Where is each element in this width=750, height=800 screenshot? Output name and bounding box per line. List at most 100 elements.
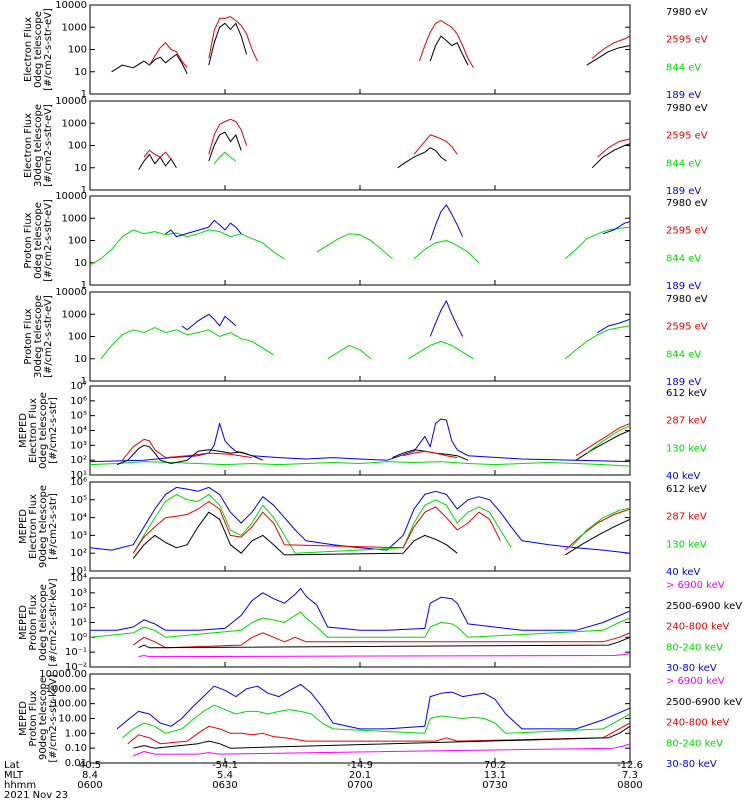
y-axis-label: [#/cm2-s-str-keV] [48, 578, 59, 666]
x-column-value: 20.1 [349, 770, 371, 781]
y-axis-label: MEPED [18, 509, 29, 544]
y-tick-label: 10⁶ [70, 477, 87, 488]
y-axis-label: [#/cm2-s-str-eV] [43, 295, 54, 378]
y-tick-label: 0.01 [65, 758, 87, 769]
y-axis-label: 0deg telescope [38, 584, 49, 661]
y-tick-label: 1 [81, 376, 87, 387]
x-column-value: 0630 [212, 780, 237, 791]
y-axis-label: Proton Flux [23, 308, 34, 364]
series-line-red [127, 722, 630, 745]
series-line-green [564, 325, 630, 360]
y-axis-label: 0deg telescope [38, 392, 49, 469]
x-column-value: -54.1 [212, 760, 238, 771]
series-line-blue [116, 683, 630, 730]
x-column-value: -12.6 [617, 760, 643, 771]
y-axis-label: 30deg telescope [33, 104, 44, 187]
series-line-green [570, 507, 630, 549]
series-line-blue [90, 486, 630, 554]
legend-entry: 7980 eV [666, 294, 708, 305]
series-line-red [208, 118, 248, 155]
y-tick-label: 10000 [55, 96, 87, 107]
legend-entry: 80-240 keV [666, 642, 723, 653]
panel-5: 10¹ 10² 10³ 10⁴ 10⁵ 10⁶ 10⁷ MEPED Electron Flux 0… [18, 381, 707, 482]
x-column-value: 0800 [617, 780, 642, 791]
series-line-black [591, 143, 630, 169]
legend-entry: 7980 eV [666, 7, 708, 18]
y-axis-label: [#/cm2-s-str-eV] [43, 8, 54, 91]
y-tick-label: 10.00 [58, 714, 87, 725]
y-tick-label: 1000 [62, 213, 87, 224]
x-row-label: Lat [4, 760, 20, 771]
series-line-red [132, 501, 501, 554]
series-line-red [122, 438, 253, 461]
series-line-red [591, 35, 630, 59]
series-line-black [132, 511, 458, 559]
legend-entry: 189 eV [666, 186, 701, 197]
series-line-red [143, 149, 172, 160]
legend-entry: 287 keV [666, 416, 707, 427]
y-axis-label: 90deg telescope [38, 677, 49, 760]
series-group [90, 587, 630, 658]
y-tick-label: 100 [68, 45, 87, 56]
series-line-black [111, 53, 188, 75]
y-axis-label: 90deg telescope [38, 485, 49, 568]
legend-entry: 189 eV [666, 377, 701, 388]
y-tick-label: 10 [74, 67, 87, 78]
panel-8: 0.01 0.10 1.00 10.00 100.00 1000.00 10000.00 ME… [18, 669, 742, 770]
series-line-black [138, 153, 177, 171]
y-axis-label: Proton Flux [23, 212, 34, 268]
series-line-black [208, 131, 242, 162]
y-axis-label: Electron Flux [23, 113, 34, 178]
series-line-black [564, 518, 630, 556]
series-line-red [597, 138, 630, 158]
x-column-value: -14.9 [347, 760, 373, 771]
panel-4: 1 10 100 1000 10000 Proton Flux 30deg telescop… [23, 287, 708, 388]
series-line-red [564, 508, 630, 551]
x-column-value: 0700 [347, 780, 372, 791]
panel-2: 1 10 100 1000 10000 Electron Flux 30deg telesc… [23, 96, 708, 197]
y-tick-label: 10³ [70, 530, 87, 541]
y-tick-label: 10⁷ [70, 381, 87, 392]
legend-entry: 130 keV [666, 443, 707, 454]
y-axis-label: [#/cm2-s-str-eV] [43, 104, 54, 187]
series-line-green [408, 340, 474, 360]
y-tick-label: 10⁵ [70, 411, 87, 422]
y-axis-label: [#/cm2-s-str-eV] [43, 199, 54, 282]
series-line-green [564, 226, 630, 260]
legend-entry: > 6900 keV [666, 580, 725, 591]
series-line-black [397, 147, 447, 169]
series-line-green [586, 425, 630, 454]
panels: 1 10 100 1000 10000 Electron Flux 0deg telesco… [18, 0, 742, 770]
y-tick-label: 10000.00 [39, 669, 87, 680]
legend-entry: 7980 eV [666, 198, 708, 209]
y-axis-label: Electron Flux [28, 494, 39, 559]
legend-entry: 40 keV [666, 471, 700, 482]
y-tick-label: 1.00 [65, 728, 87, 739]
series-line-red [418, 20, 474, 69]
series-line-blue [429, 300, 464, 337]
y-tick-label: 10⁴ [70, 513, 87, 524]
series-line-black [138, 636, 630, 649]
legend-entry: 189 eV [666, 281, 701, 292]
series-group [90, 486, 630, 559]
x-column-value: 40.5 [79, 760, 101, 771]
series-line-magenta [138, 653, 630, 658]
y-tick-label: 1000 [62, 22, 87, 33]
series-line-red [403, 450, 458, 459]
series-line-blue [429, 204, 464, 241]
legend-entry: 2595 eV [666, 35, 708, 46]
series-group [111, 16, 630, 75]
series-group [90, 204, 630, 266]
y-axis-label: Electron Flux [23, 17, 34, 82]
y-tick-label: 100 [68, 141, 87, 152]
legend-entry: 80-240 keV [666, 738, 723, 749]
y-tick-label: 100.00 [52, 699, 87, 710]
y-tick-label: 100 [68, 236, 87, 247]
series-group [138, 118, 630, 171]
legend-entry: 2595 eV [666, 226, 708, 237]
series-line-red [148, 42, 188, 69]
x-row-label: hhmm [4, 780, 36, 791]
legend-entry: 30-80 keV [666, 663, 717, 674]
y-tick-label: 1000 [62, 309, 87, 320]
series-line-blue [602, 221, 630, 235]
